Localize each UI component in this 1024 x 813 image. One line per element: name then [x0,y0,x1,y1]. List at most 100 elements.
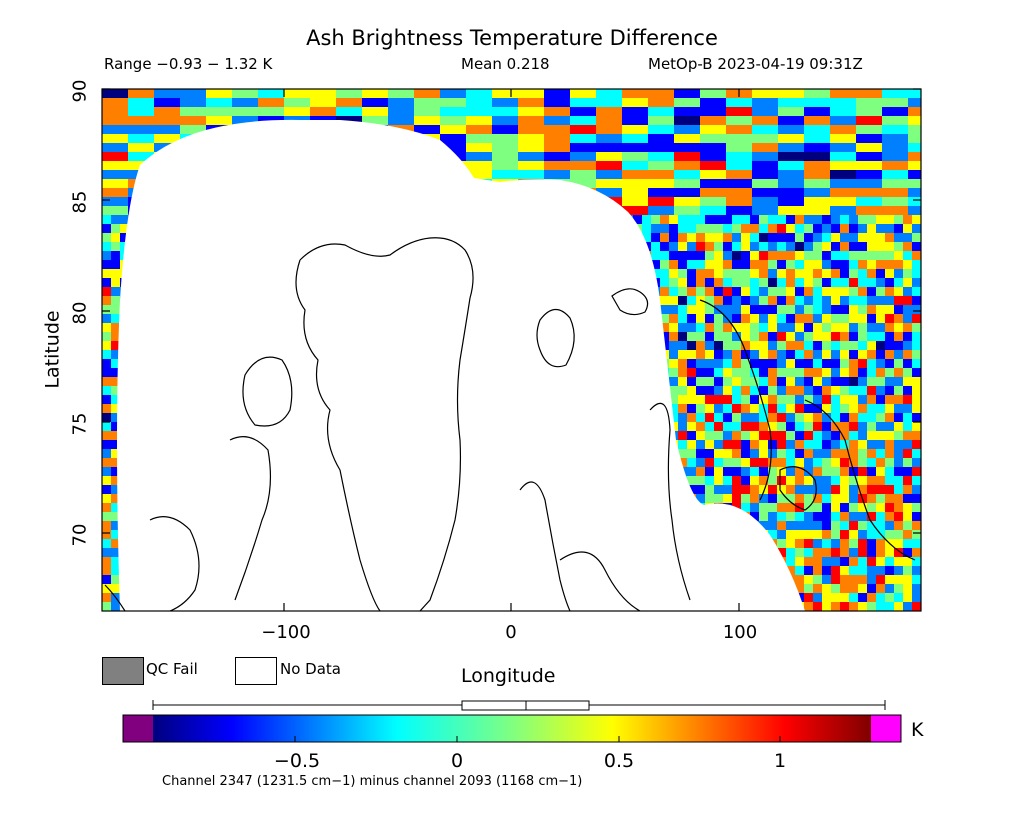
swath-pixel [768,323,777,332]
swath-pixel [687,458,696,467]
swath-pixel [822,287,831,296]
swath-pixel [867,503,876,512]
swath-pixel [858,350,867,359]
swath-pixel [741,251,750,260]
swath-pixel [858,377,867,386]
swath-pixel [804,530,813,539]
swath-pixel [778,188,804,197]
swath-pixel [723,368,732,377]
swath-pixel [388,98,414,107]
swath-pixel [804,323,813,332]
swath-pixel [660,215,669,224]
swath-pixel [858,215,867,224]
swath-pixel [518,152,544,161]
swath-pixel [714,440,723,449]
swath-pixel [876,476,885,485]
swath-pixel [885,557,894,566]
swath-pixel [849,431,858,440]
swath-pixel [849,260,858,269]
swath-pixel [813,350,822,359]
swath-pixel [102,440,111,449]
swath-pixel [732,368,741,377]
swath-pixel [660,296,669,305]
swath-pixel [732,278,741,287]
swath-pixel [752,107,778,116]
swath-pixel [705,377,714,386]
swath-pixel [830,152,856,161]
swath-pixel [840,233,849,242]
swath-pixel [750,314,759,323]
swath-pixel [154,116,180,125]
swath-pixel [696,413,705,422]
swath-pixel [777,386,786,395]
qc-fail-label: QC Fail [146,660,198,678]
swath-pixel [726,116,752,125]
swath-pixel [876,404,885,413]
swath-pixel [648,197,674,206]
swath-pixel [726,152,752,161]
swath-pixel [622,179,648,188]
swath-pixel [752,134,778,143]
swath-pixel [795,251,804,260]
swath-pixel [867,233,876,242]
swath-pixel [741,215,750,224]
swath-pixel [750,368,759,377]
swath-pixel [687,323,696,332]
swath-pixel [696,485,705,494]
swath-pixel [786,503,795,512]
swath-pixel [714,458,723,467]
swath-pixel [111,251,120,260]
swath-pixel [741,449,750,458]
swath-pixel [804,512,813,521]
swath-pixel [669,386,678,395]
swath-pixel [111,368,120,377]
swath-pixel [849,485,858,494]
swath-pixel [732,440,741,449]
swath-pixel [752,125,778,134]
swath-pixel [903,233,912,242]
swath-pixel [544,161,570,170]
swath-pixel [777,233,786,242]
swath-pixel [258,107,284,116]
swath-pixel [678,458,687,467]
swath-pixel [111,575,120,584]
swath-pixel [885,269,894,278]
swath-pixel [867,476,876,485]
swath-pixel [633,215,642,224]
swath-pixel [726,98,752,107]
swath-pixel [858,584,867,593]
swath-pixel [849,503,858,512]
swath-pixel [912,323,921,332]
swath-pixel [674,197,700,206]
swath-pixel [102,233,111,242]
swath-pixel [867,530,876,539]
swath-pixel [518,125,544,134]
swath-pixel [741,386,750,395]
swath-pixel [795,575,804,584]
swath-pixel [778,98,804,107]
swath-pixel [700,179,726,188]
swath-pixel [696,242,705,251]
swath-pixel [804,341,813,350]
swath-pixel [466,89,492,98]
swath-pixel [759,341,768,350]
swath-pixel [876,512,885,521]
swath-pixel [786,458,795,467]
swath-pixel [858,539,867,548]
swath-pixel [786,242,795,251]
swath-pixel [856,98,882,107]
swath-pixel [723,359,732,368]
swath-pixel [750,251,759,260]
swath-pixel [912,467,921,476]
swath-pixel [795,233,804,242]
swath-pixel [813,287,822,296]
swath-pixel [903,548,912,557]
swath-pixel [678,449,687,458]
x-tick-0: 0 [505,622,517,643]
swath-pixel [759,305,768,314]
swath-pixel [856,134,882,143]
swath-pixel [752,179,778,188]
swath-pixel [705,368,714,377]
swath-pixel [777,296,786,305]
swath-pixel [912,494,921,503]
